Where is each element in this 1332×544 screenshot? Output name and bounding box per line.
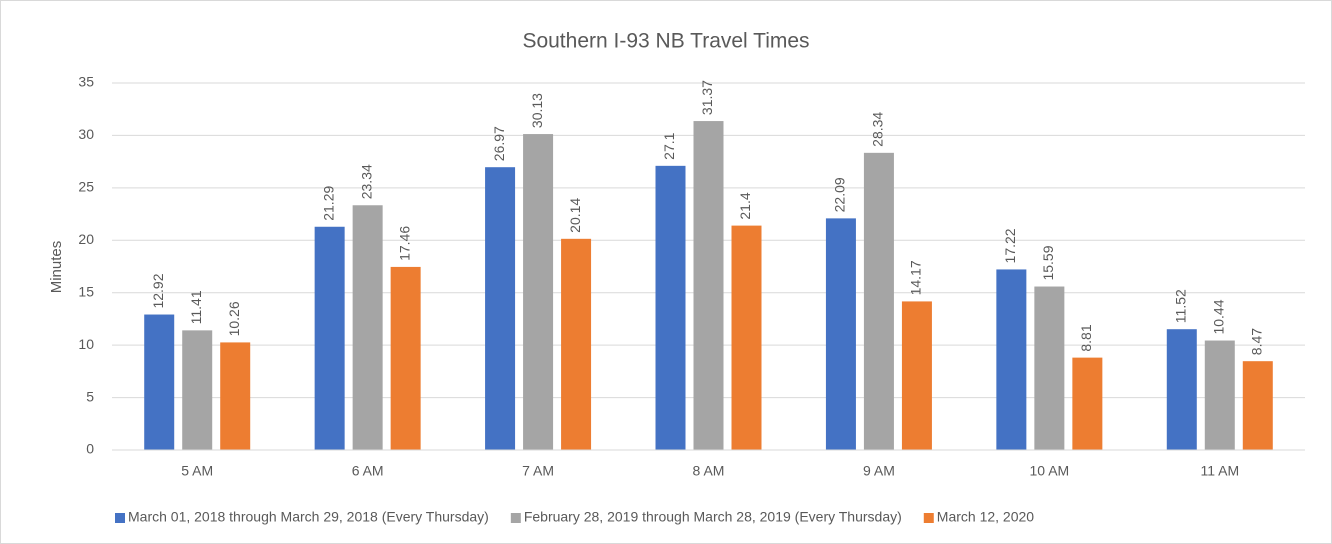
data-label: 11.52: [1172, 289, 1188, 323]
bar: [731, 225, 762, 450]
bar: [693, 121, 724, 450]
data-label: 10.44: [1210, 299, 1226, 334]
bar: [144, 314, 175, 450]
y-tick-label: 20: [78, 231, 94, 247]
bar: [996, 269, 1027, 450]
x-tick-label: 10 AM: [1030, 463, 1070, 479]
x-tick-label: 5 AM: [181, 463, 213, 479]
x-tick-label: 8 AM: [693, 463, 725, 479]
data-label: 14.17: [908, 260, 924, 295]
y-tick-label: 35: [78, 74, 94, 90]
bar: [182, 330, 213, 450]
data-label: 8.47: [1248, 328, 1264, 355]
data-label: 8.81: [1078, 324, 1094, 351]
data-label: 26.97: [491, 126, 507, 161]
legend-swatch: [923, 513, 934, 523]
bar: [561, 238, 592, 450]
data-label: 28.34: [870, 112, 886, 147]
legend-label: March 12, 2020: [937, 509, 1034, 525]
legend-swatch: [510, 513, 521, 523]
y-tick-label: 10: [78, 336, 94, 352]
data-label: 17.22: [1002, 228, 1018, 263]
bar: [1072, 357, 1103, 450]
bar: [825, 218, 856, 450]
data-label: 12.92: [150, 273, 166, 308]
bar: [352, 205, 383, 450]
data-label: 10.26: [226, 301, 242, 336]
data-label: 27.1: [661, 132, 677, 159]
data-label: 15.59: [1040, 245, 1056, 280]
bar: [523, 134, 554, 450]
legend-label: February 28, 2019 through March 28, 2019…: [524, 509, 902, 525]
data-label: 21.29: [320, 186, 336, 221]
bar: [485, 167, 516, 450]
legend-label: March 01, 2018 through March 29, 2018 (E…: [128, 509, 489, 525]
y-tick-label: 0: [86, 441, 94, 457]
bar: [901, 301, 932, 450]
y-tick-label: 15: [78, 283, 94, 299]
y-tick-label: 5: [86, 388, 94, 404]
x-tick-label: 9 AM: [863, 463, 895, 479]
y-axis-label: Minutes: [48, 241, 65, 294]
bar: [220, 342, 251, 450]
data-label: 20.14: [567, 198, 583, 233]
bar: [1242, 361, 1273, 450]
bar: [390, 266, 421, 450]
bar: [655, 165, 686, 450]
data-label: 23.34: [358, 164, 374, 199]
bar: [863, 152, 894, 451]
chart-title: Southern I-93 NB Travel Times: [522, 30, 809, 53]
x-tick-label: 7 AM: [522, 463, 554, 479]
x-tick-label: 6 AM: [352, 463, 384, 479]
y-tick-label: 30: [78, 126, 94, 142]
data-label: 30.13: [529, 93, 545, 128]
data-label: 22.09: [832, 177, 848, 212]
data-label: 21.4: [737, 192, 753, 219]
data-label: 17.46: [396, 226, 412, 261]
bar: [1204, 340, 1235, 450]
legend-swatch: [115, 513, 125, 523]
data-label: 31.37: [699, 80, 715, 115]
bar: [314, 226, 345, 450]
y-tick-label: 25: [78, 179, 94, 195]
data-label: 11.41: [188, 290, 204, 324]
x-tick-label: 11 AM: [1200, 463, 1239, 479]
bar: [1034, 286, 1065, 450]
bar: [1166, 329, 1197, 450]
